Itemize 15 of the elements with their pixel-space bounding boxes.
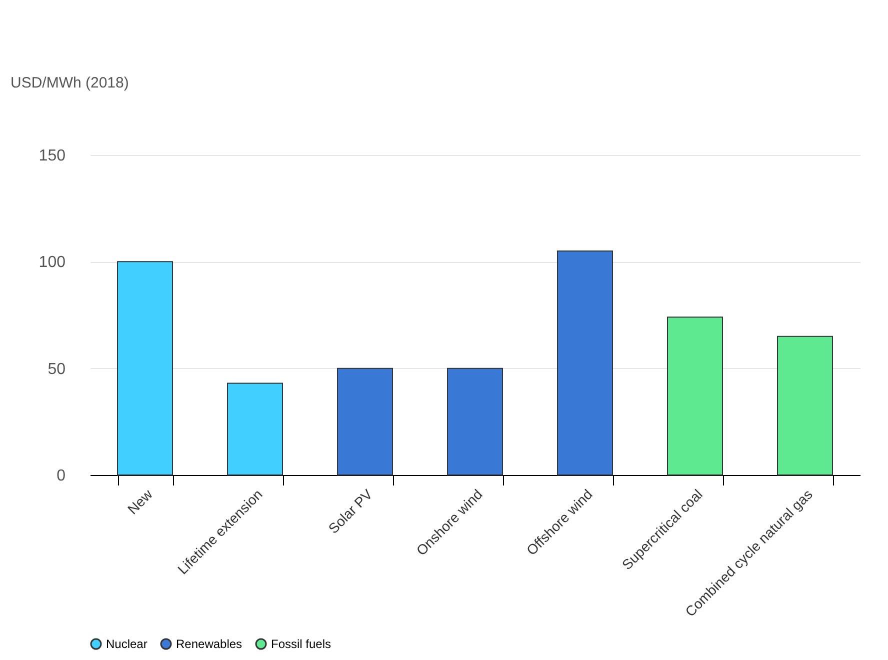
- bar: [117, 261, 173, 476]
- bar: [337, 368, 393, 476]
- legend-label: Renewables: [176, 637, 242, 651]
- bar: [557, 250, 613, 476]
- y-tick-label: 100: [38, 254, 66, 272]
- y-tick-label: 50: [48, 360, 66, 378]
- y-tick-label: 0: [56, 468, 66, 484]
- bar: [667, 316, 723, 476]
- legend-label: Fossil fuels: [271, 637, 332, 651]
- y-tick-label: 150: [38, 148, 66, 164]
- bar: [777, 336, 833, 476]
- legend-label: Nuclear: [106, 637, 148, 651]
- bar: [227, 382, 283, 476]
- bar: [447, 368, 503, 476]
- y-axis-title: USD/MWh (2018): [10, 74, 129, 92]
